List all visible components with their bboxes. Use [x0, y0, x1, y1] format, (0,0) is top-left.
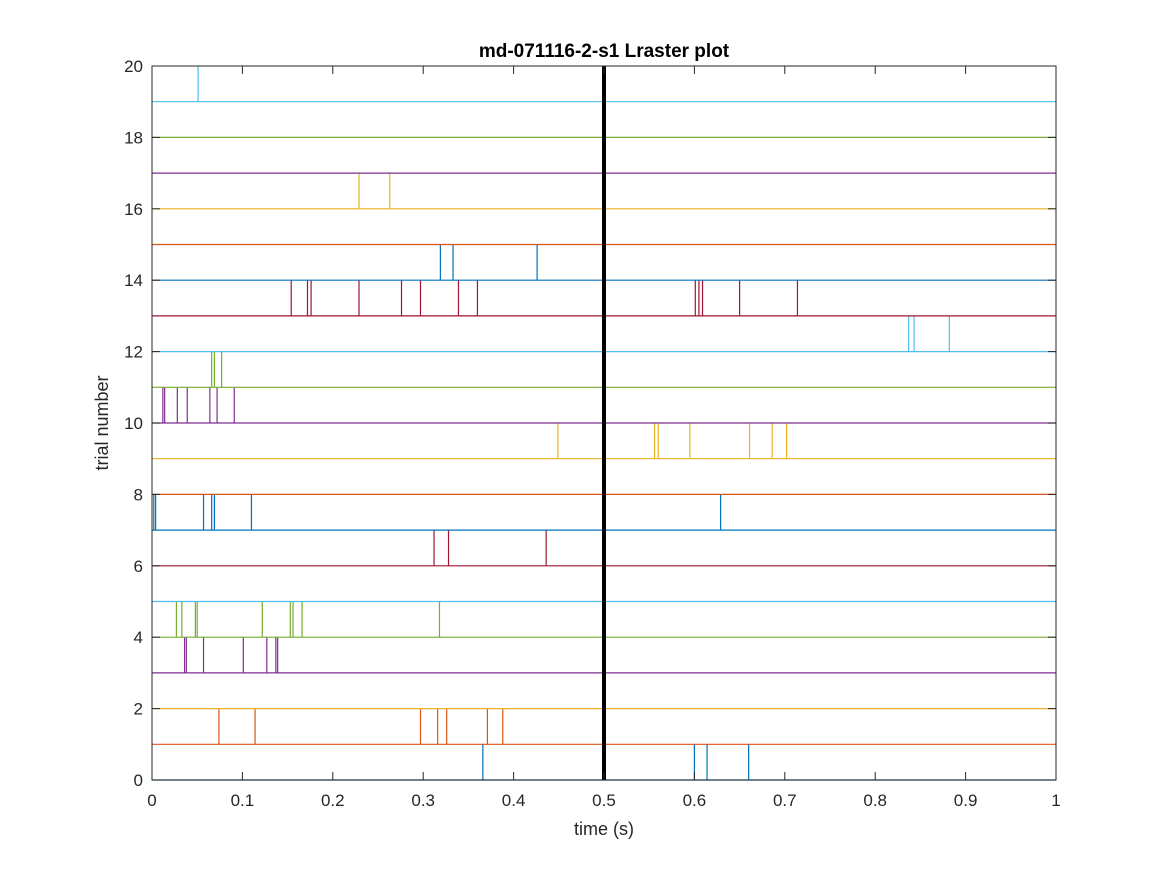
- x-tick-label: 0.4: [502, 791, 526, 810]
- x-ticks: 0 0.1 0.2 0.3 0.4 0.5 0.6 0.7 0.8 0.9 1: [147, 66, 1061, 810]
- x-tick-label: 0.7: [773, 791, 797, 810]
- x-tick-label: 0.1: [231, 791, 255, 810]
- x-tick-label: 0.2: [321, 791, 345, 810]
- x-tick-label: 0: [147, 791, 156, 810]
- x-tick-label: 1: [1051, 791, 1060, 810]
- y-tick-label: 2: [134, 700, 143, 719]
- y-tick-label: 4: [134, 628, 143, 647]
- y-tick-label: 20: [124, 57, 143, 76]
- y-tick-label: 6: [134, 557, 143, 576]
- x-tick-label: 0.5: [592, 791, 616, 810]
- y-tick-label: 0: [134, 771, 143, 790]
- x-tick-label: 0.9: [954, 791, 978, 810]
- y-axis-label: trial number: [92, 375, 112, 470]
- y-tick-label: 16: [124, 200, 143, 219]
- x-tick-label: 0.3: [411, 791, 435, 810]
- y-tick-label: 14: [124, 271, 143, 290]
- x-axis-label: time (s): [574, 819, 634, 839]
- chart-title: md-071116-2-s1 Lraster plot: [479, 41, 730, 62]
- x-tick-label: 0.6: [683, 791, 707, 810]
- y-tick-label: 18: [124, 128, 143, 147]
- y-tick-label: 8: [134, 485, 143, 504]
- y-tick-label: 10: [124, 414, 143, 433]
- y-ticks: 0 2 4 6 8 10 12 14 16 18 20: [124, 57, 1056, 790]
- x-tick-label: 0.8: [863, 791, 887, 810]
- y-tick-label: 12: [124, 343, 143, 362]
